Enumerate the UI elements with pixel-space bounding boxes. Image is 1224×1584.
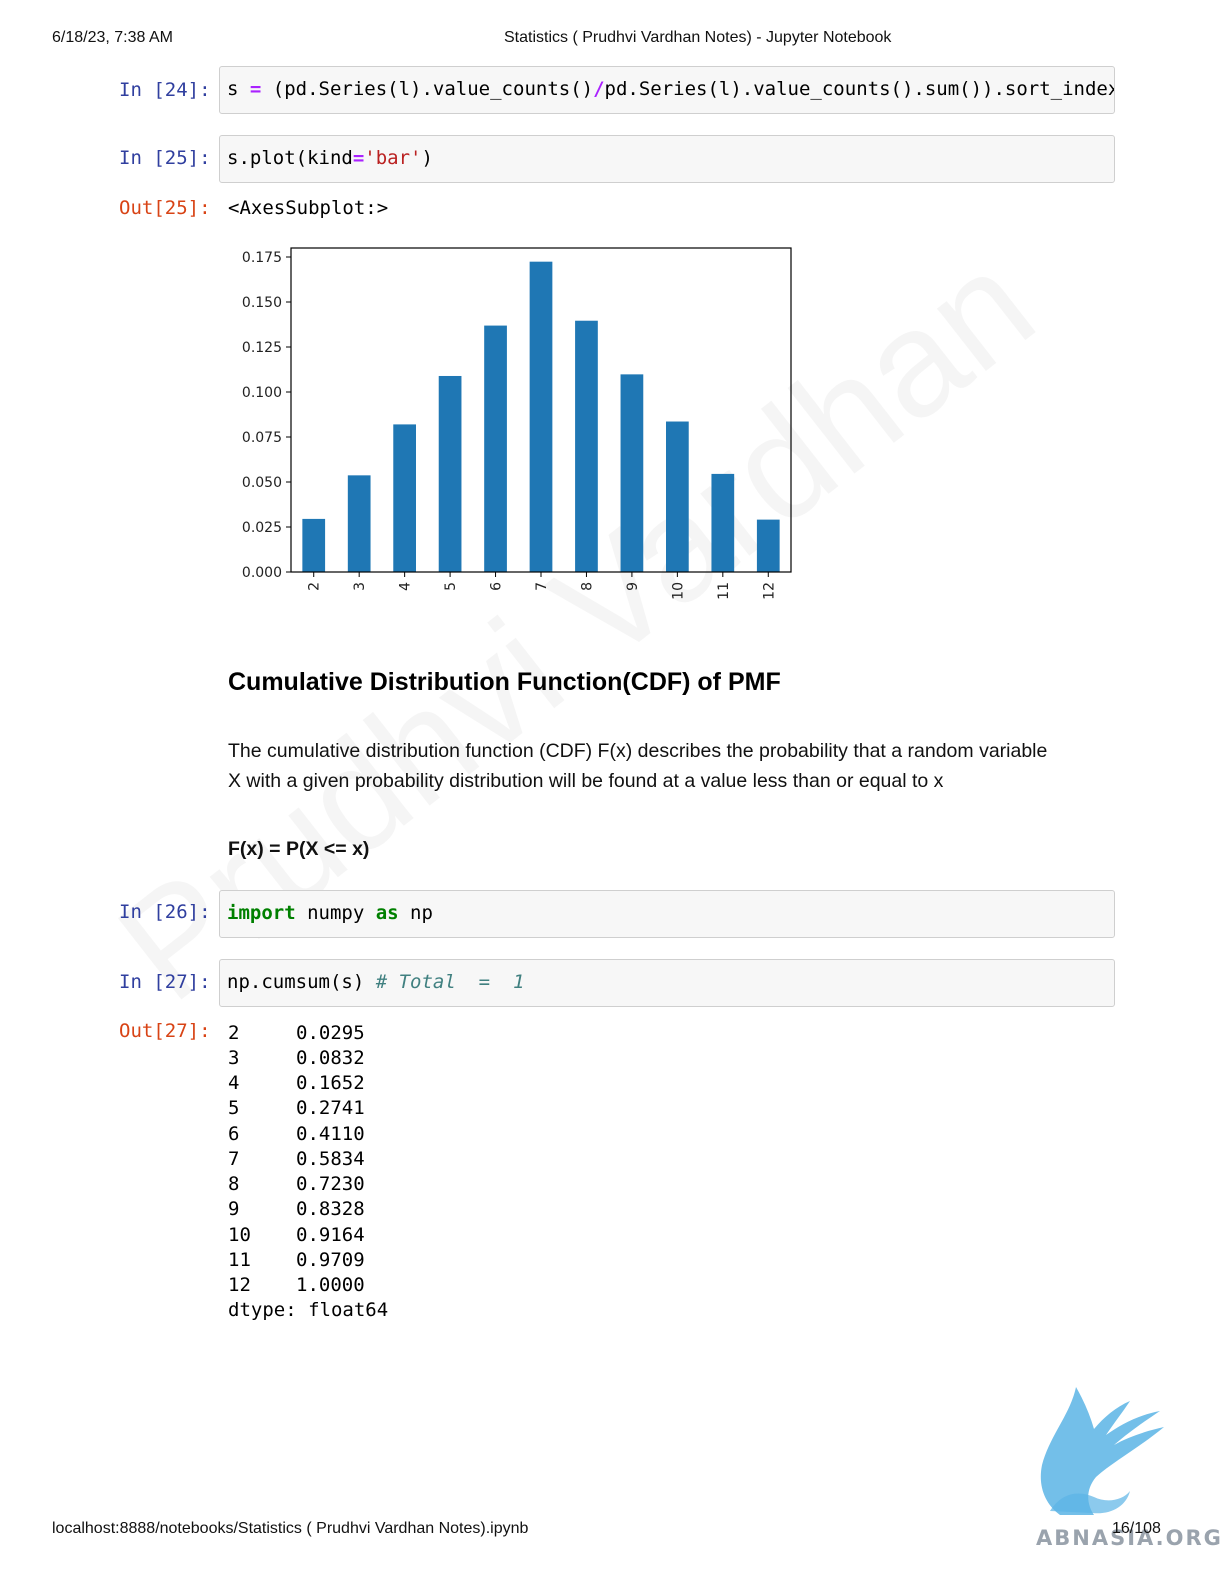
y-tick-label: 0.050 (242, 475, 282, 491)
output-index: 4 (228, 1072, 240, 1094)
code-cell-27[interactable]: np.cumsum(s) # Total = 1 (219, 959, 1115, 1007)
bar (711, 473, 735, 572)
cell-25-prompt: In [25]: (119, 147, 211, 169)
output-index: 3 (228, 1047, 240, 1069)
string-token: 'bar' (364, 147, 422, 169)
output-index: 8 (228, 1173, 240, 1195)
keyword-token: import (227, 902, 296, 924)
bar (393, 424, 416, 572)
cell-25-output-text: <AxesSubplot:> (228, 197, 389, 219)
code-cell-24-source[interactable]: s = (pd.Series(l).value_counts()/pd.Seri… (227, 78, 1115, 100)
code-cell-26[interactable]: import numpy as np (219, 890, 1115, 938)
cell-27-out-prompt: Out[27]: (119, 1020, 211, 1042)
page-title: Statistics ( Prudhvi Vardhan Notes) - Ju… (504, 29, 892, 46)
output-index: 9 (228, 1198, 240, 1220)
output-value: 0.8328 (296, 1198, 365, 1220)
code-token: ) (421, 147, 433, 169)
bar (438, 375, 462, 572)
comment-token: # Total = 1 (375, 971, 525, 993)
output-index: 7 (228, 1148, 240, 1170)
output-value: 0.9709 (296, 1249, 365, 1271)
output-index: 11 (228, 1249, 251, 1271)
output-value: 0.5834 (296, 1148, 365, 1170)
x-tick-label: 11 (716, 582, 732, 600)
paragraph-line-2: X with a given probability distribution … (228, 770, 944, 792)
operator-token: / (593, 78, 605, 100)
griffin-logo-icon (1040, 1387, 1164, 1515)
code-cell-24[interactable]: s = (pd.Series(l).value_counts()/pd.Seri… (219, 66, 1115, 114)
x-tick-label: 2 (307, 582, 323, 591)
print-datetime: 6/18/23, 7:38 AM (52, 29, 173, 46)
y-tick-label: 0.025 (242, 520, 282, 536)
y-tick-label: 0.100 (242, 385, 282, 401)
x-tick-label: 9 (625, 582, 641, 591)
code-token: numpy (295, 902, 376, 924)
keyword-token: as (375, 902, 399, 924)
output-value: 0.7230 (296, 1173, 365, 1195)
y-tick-label: 0.175 (242, 250, 282, 266)
bar (756, 519, 780, 572)
output-index: 5 (228, 1097, 240, 1119)
y-tick-label: 0.150 (242, 295, 282, 311)
y-tick-label: 0.125 (242, 340, 282, 356)
bar (347, 475, 371, 572)
cell-24-prompt: In [24]: (119, 79, 211, 101)
cell-26-prompt: In [26]: (119, 901, 211, 923)
cdf-formula: F(x) = P(X <= x) (228, 838, 370, 860)
output-value: 0.1652 (296, 1072, 365, 1094)
x-tick-label: 3 (352, 582, 368, 591)
pmf-bar-chart: 0.000 0.025 0.050 0.075 0.100 0.125 0.150 0.175… (242, 247, 792, 600)
code-token: s (227, 78, 250, 100)
output-value: 0.4110 (296, 1123, 365, 1145)
output-value: 0.0295 (296, 1022, 365, 1044)
plot-frame (290, 247, 792, 573)
output-value: 1.0000 (296, 1274, 365, 1296)
x-tick-label: 10 (670, 582, 686, 600)
site-logo-text: ABNASIA.ORG (1036, 1526, 1223, 1550)
output-value: 0.9164 (296, 1224, 365, 1246)
output-index: 2 (228, 1022, 240, 1044)
y-tick-label: 0.000 (242, 565, 282, 581)
output-value: 0.0832 (296, 1047, 365, 1069)
output-index: 10 (228, 1224, 251, 1246)
bar (484, 325, 507, 572)
notebook-url: localhost:8888/notebooks/Statistics ( Pr… (52, 1520, 529, 1537)
section-heading: Cumulative Distribution Function(CDF) of… (228, 668, 781, 696)
x-tick-label: 5 (443, 582, 459, 591)
code-token: np (398, 902, 433, 924)
bar (620, 374, 644, 572)
cell-27-prompt: In [27]: (119, 971, 211, 993)
x-tick-label: 4 (398, 582, 414, 591)
code-cell-27-source[interactable]: np.cumsum(s) # Total = 1 (227, 971, 524, 993)
cell-25-out-prompt: Out[25]: (119, 197, 211, 219)
bar (529, 261, 553, 572)
output-value: 0.2741 (296, 1097, 365, 1119)
code-token: pd.Series(l).value_counts().sum()).sort_… (604, 78, 1115, 100)
code-token: np.cumsum(s) (227, 971, 376, 993)
x-tick-label: 7 (534, 582, 550, 591)
output-index: 6 (228, 1123, 240, 1145)
y-tick-label: 0.075 (242, 430, 282, 446)
output-index: 12 (228, 1274, 251, 1296)
code-cell-26-source[interactable]: import numpy as np (227, 902, 433, 924)
code-cell-25-source[interactable]: s.plot(kind='bar') (227, 147, 433, 169)
bar (666, 421, 689, 572)
page-number: 16/108 (1112, 1520, 1161, 1537)
operator-token: = (249, 78, 262, 100)
x-tick-label: 8 (579, 582, 595, 591)
bar (575, 320, 598, 572)
x-tick-label: 6 (489, 582, 505, 591)
paragraph-line-1: The cumulative distribution function (CD… (228, 740, 1048, 762)
code-cell-25[interactable]: s.plot(kind='bar') (219, 135, 1115, 183)
code-token: s.plot(kind (227, 147, 353, 169)
bar (302, 518, 326, 572)
output-dtype: dtype: float64 (228, 1299, 389, 1321)
operator-token: = (352, 147, 365, 169)
code-token: (pd.Series(l).value_counts() (261, 78, 594, 100)
x-tick-label: 12 (761, 582, 777, 600)
